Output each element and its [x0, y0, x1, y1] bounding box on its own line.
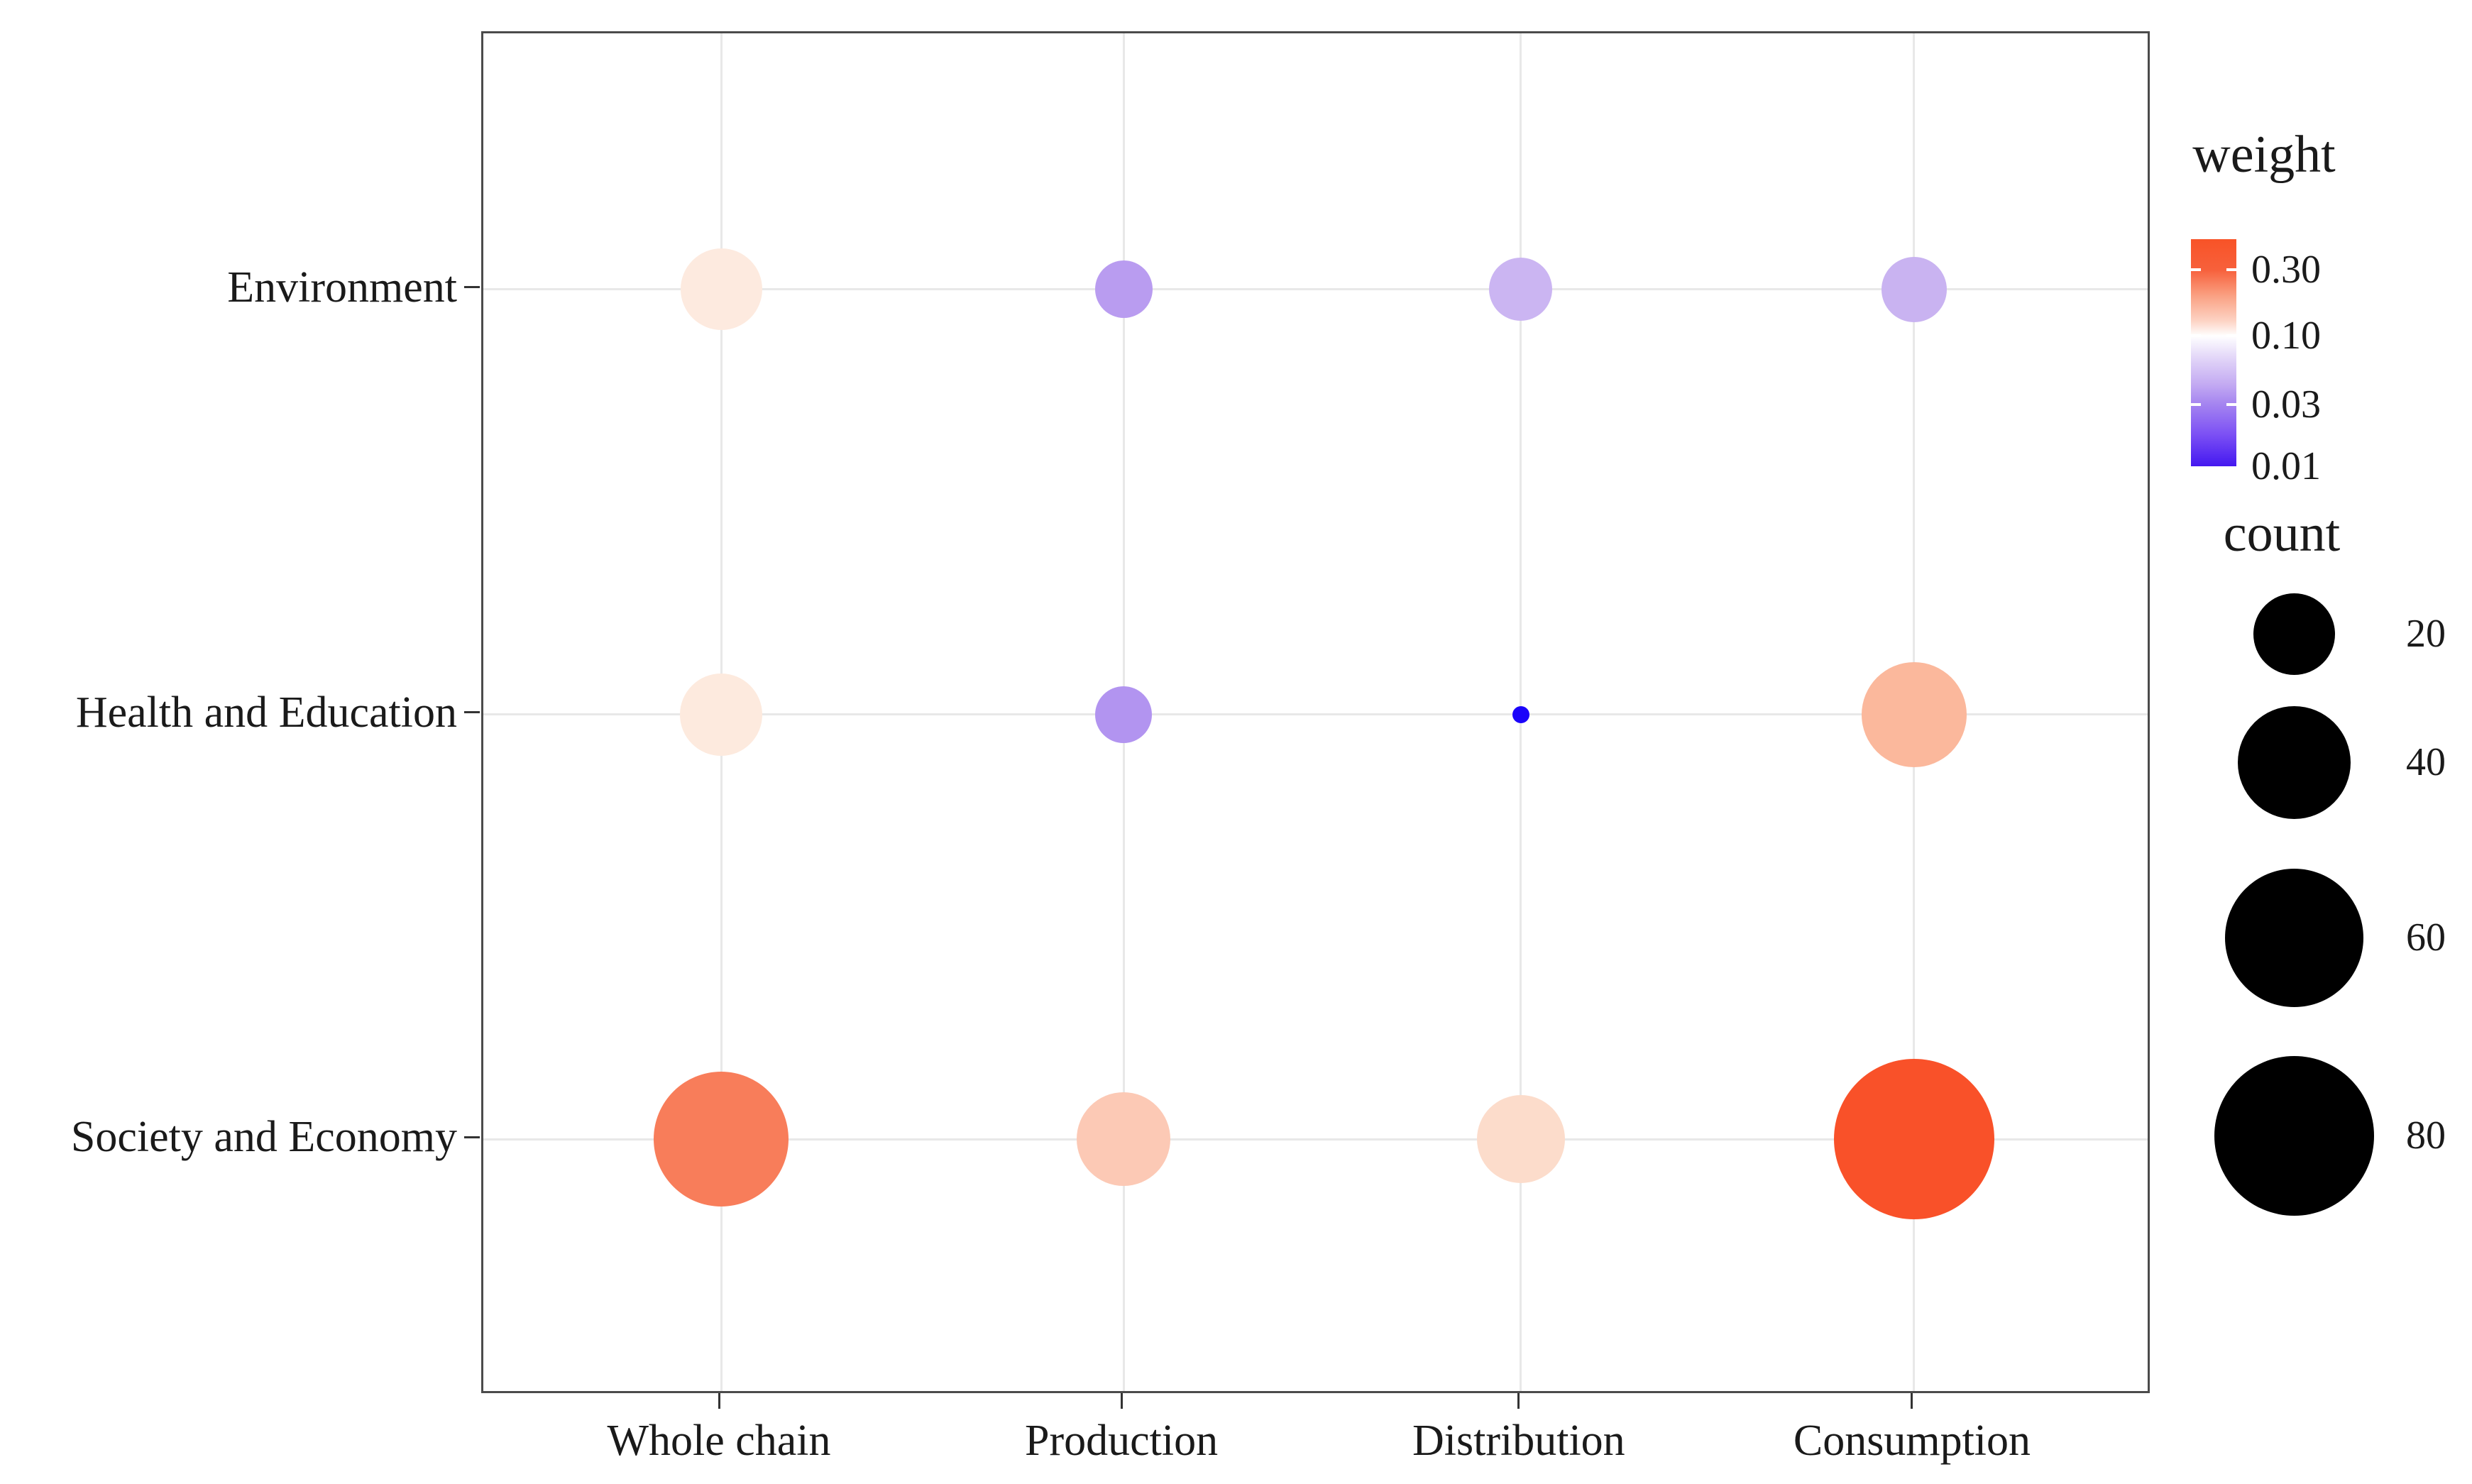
x-axis-tick	[1517, 1393, 1520, 1409]
count-legend-circle	[2253, 593, 2335, 675]
y-axis-tick	[464, 711, 480, 713]
gridline-horizontal	[483, 713, 2148, 715]
colorbar-tick	[2226, 334, 2236, 337]
data-bubble	[1476, 1095, 1565, 1184]
weight-legend-title: weight	[2192, 126, 2336, 184]
x-axis-label: Whole chain	[607, 1417, 831, 1465]
y-axis-label: Environment	[227, 263, 457, 312]
y-axis-label: Society and Economy	[70, 1113, 457, 1162]
count-legend-circle	[2224, 868, 2363, 1007]
count-legend-value: 60	[2406, 916, 2446, 960]
data-bubble	[1833, 1059, 1994, 1220]
data-bubble	[1095, 686, 1153, 743]
colorbar-tick	[2191, 403, 2201, 406]
y-axis-tick	[464, 286, 480, 289]
x-axis-label: Consumption	[1793, 1417, 2031, 1465]
colorbar-tick	[2191, 334, 2201, 337]
gridline-horizontal	[483, 1138, 2148, 1141]
x-axis-label: Production	[1025, 1417, 1219, 1465]
x-axis-tick	[1911, 1393, 1913, 1409]
plot-panel	[481, 31, 2150, 1393]
count-legend-circle	[2214, 1055, 2374, 1216]
gridline-horizontal	[483, 288, 2148, 291]
count-legend-circle	[2237, 705, 2351, 819]
colorbar-tick	[2226, 403, 2236, 406]
count-legend-title: count	[2223, 505, 2341, 563]
weight-legend-value: 0.03	[2251, 383, 2321, 427]
data-bubble	[1094, 260, 1153, 319]
data-bubble	[680, 248, 762, 331]
y-axis-tick	[464, 1136, 480, 1138]
weight-legend-value: 0.01	[2251, 444, 2321, 488]
data-bubble	[1861, 661, 1967, 767]
x-axis-tick	[718, 1393, 720, 1409]
data-bubble	[1881, 256, 1947, 322]
weight-legend-value: 0.10	[2251, 314, 2321, 358]
colorbar-tick	[2226, 268, 2236, 271]
x-axis-tick	[1120, 1393, 1123, 1409]
count-legend-value: 40	[2406, 740, 2446, 784]
weight-legend-value: 0.30	[2251, 248, 2321, 292]
weight-colorbar-gradient	[2191, 239, 2236, 466]
data-bubble	[1077, 1092, 1171, 1187]
y-axis-label: Health and Education	[75, 688, 457, 737]
data-bubble	[654, 1072, 789, 1207]
data-bubble	[1512, 705, 1529, 723]
data-bubble	[1489, 258, 1553, 321]
colorbar-tick	[2191, 268, 2201, 271]
count-legend-value: 80	[2406, 1114, 2446, 1158]
count-legend-value: 20	[2406, 612, 2446, 656]
data-bubble	[680, 673, 763, 756]
x-axis-label: Distribution	[1412, 1417, 1625, 1465]
